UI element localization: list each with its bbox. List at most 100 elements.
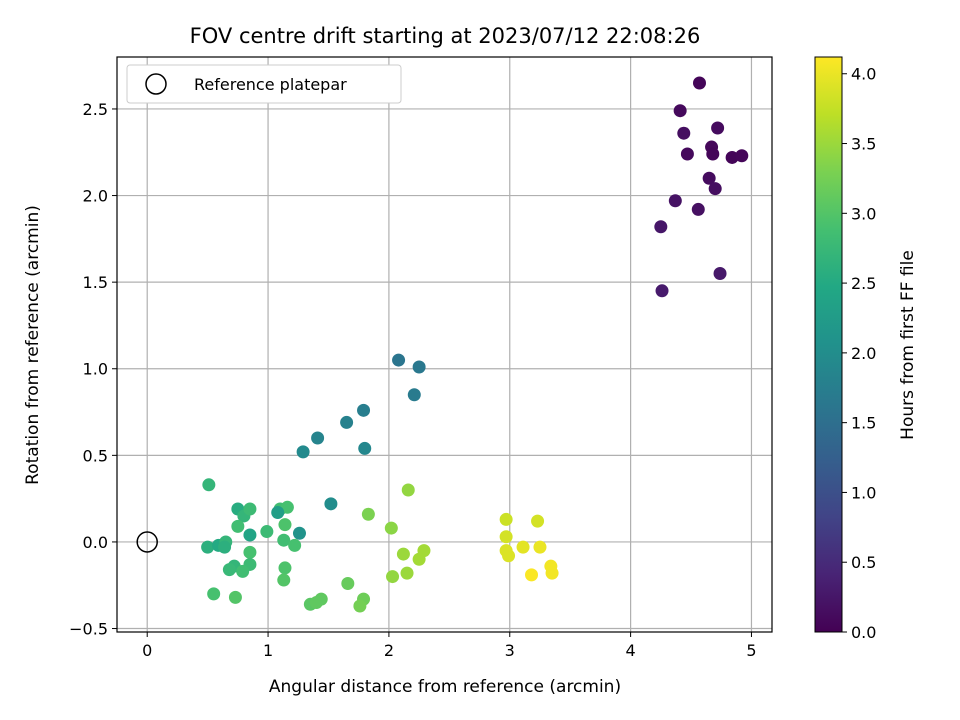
x-axis-ticks: 0 1 2 3 4 5 [142, 632, 757, 660]
data-point [361, 507, 375, 521]
data-point [502, 549, 516, 563]
data-point [412, 552, 426, 566]
colorbar-tick-label: 1.0 [851, 483, 876, 502]
data-point [243, 528, 257, 542]
data-point [277, 573, 291, 587]
colorbar-tick-label: 3.0 [851, 204, 876, 223]
data-point [516, 540, 530, 554]
data-point [228, 590, 242, 604]
data-point [324, 497, 338, 511]
data-point [292, 526, 306, 540]
y-tick-label: 1.5 [83, 273, 108, 292]
data-point [278, 518, 292, 532]
y-tick-label: −0.5 [69, 620, 108, 639]
data-point [271, 505, 285, 519]
legend-label: Reference platepar [194, 75, 347, 94]
data-point [222, 563, 236, 577]
data-point [533, 540, 547, 554]
data-point [711, 121, 725, 135]
data-point [708, 182, 722, 196]
colorbar-tick-label: 1.5 [851, 414, 876, 433]
data-point [386, 570, 400, 584]
colorbar-tick-label: 2.0 [851, 344, 876, 363]
colorbar-tick-label: 2.5 [851, 274, 876, 293]
data-point [654, 220, 668, 234]
data-point [677, 126, 691, 140]
y-tick-label: 0.5 [83, 446, 108, 465]
data-point [692, 76, 706, 90]
data-point [218, 540, 232, 554]
data-point [713, 266, 727, 280]
x-tick-label: 0 [142, 641, 152, 660]
data-point [407, 388, 421, 402]
data-point [735, 149, 749, 163]
legend: Reference platepar [126, 64, 402, 104]
y-tick-label: 2.0 [83, 187, 108, 206]
data-point [392, 353, 406, 367]
data-point [201, 540, 215, 554]
data-point [358, 441, 372, 455]
data-point [277, 533, 291, 547]
data-point [340, 415, 354, 429]
x-tick-label: 4 [626, 641, 636, 660]
y-axis-ticks: −0.5 0.0 0.5 1.0 1.5 2.0 2.5 [69, 100, 117, 639]
data-point [499, 512, 513, 526]
legend-marker [145, 73, 167, 95]
data-point [236, 564, 250, 578]
data-point [531, 514, 545, 528]
data-points [136, 76, 749, 613]
data-point [400, 566, 414, 580]
colorbar-ticks: 0.0 0.5 1.0 1.5 2.0 2.5 3.0 3.5 4.0 [842, 65, 876, 642]
legend-box [126, 64, 402, 104]
data-point [499, 530, 513, 544]
y-tick-label: 1.0 [83, 360, 108, 379]
data-point [655, 284, 669, 298]
y-tick-label: 2.5 [83, 100, 108, 119]
data-point [680, 147, 694, 161]
data-point [278, 561, 292, 575]
data-point [401, 483, 415, 497]
x-tick-label: 5 [746, 641, 756, 660]
chart-title: FOV centre drift starting at 2023/07/12 … [190, 24, 701, 48]
data-point [384, 521, 398, 535]
data-point [691, 202, 705, 216]
colorbar-tick-label: 0.5 [851, 553, 876, 572]
data-point [314, 592, 328, 606]
colorbar-tick-label: 3.5 [851, 135, 876, 154]
colorbar-tick-label: 4.0 [851, 65, 876, 84]
data-point [280, 500, 294, 514]
data-point [706, 147, 720, 161]
x-tick-label: 2 [384, 641, 394, 660]
data-point [231, 519, 245, 533]
data-point [202, 478, 216, 492]
data-point [288, 538, 302, 552]
colorbar-tick-label: 0.0 [851, 623, 876, 642]
plot-frame [116, 56, 773, 633]
data-point [673, 104, 687, 118]
data-point [341, 577, 355, 591]
data-point [353, 599, 367, 613]
y-tick-label: 0.0 [83, 533, 108, 552]
data-point [525, 568, 539, 582]
y-axis-label: Rotation from reference (arcmin) [23, 205, 43, 485]
data-point [725, 150, 739, 164]
x-tick-label: 3 [505, 641, 515, 660]
data-point [311, 431, 325, 445]
data-point [396, 547, 410, 561]
colorbar [814, 56, 843, 633]
colorbar-label: Hours from first FF file [898, 250, 918, 440]
data-point [668, 194, 682, 208]
data-point [260, 525, 274, 539]
data-point [412, 360, 426, 374]
data-point [243, 545, 257, 559]
data-point [296, 445, 310, 459]
reference-platepar-marker [136, 531, 158, 553]
data-point [357, 403, 371, 417]
data-point [702, 171, 716, 185]
data-point [243, 502, 257, 516]
grid-lines [117, 57, 772, 632]
data-point [545, 566, 559, 580]
x-tick-label: 1 [263, 641, 273, 660]
data-point [207, 587, 221, 601]
